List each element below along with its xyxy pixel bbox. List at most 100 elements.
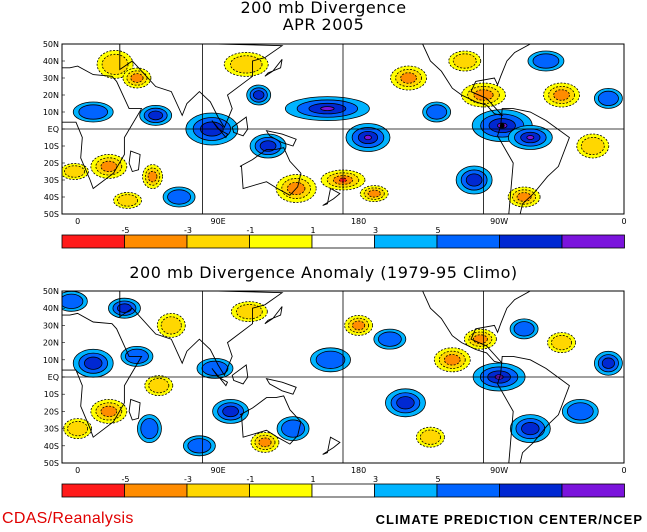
coastline <box>422 44 531 117</box>
divergence-cell-pos <box>259 140 277 152</box>
divergence-cell-pos <box>62 293 84 309</box>
divergence-cell-pos <box>320 106 335 111</box>
lat-tick-label: 40N <box>43 57 59 66</box>
lat-tick-label: 10N <box>43 356 59 365</box>
lat-tick-label: EQ <box>48 125 59 134</box>
footer-source-label: CDAS/Reanalysis <box>2 510 134 527</box>
colorbar-swatch <box>61 483 125 498</box>
colorbar-swatch <box>374 483 438 498</box>
lat-tick-label: 40S <box>44 442 59 451</box>
coastline <box>265 130 297 147</box>
colorbar-swatch <box>124 234 188 249</box>
divergence-cell-pos <box>148 110 164 121</box>
colorbar-swatch <box>124 483 188 498</box>
coastline <box>62 65 143 190</box>
divergence-cell-pos <box>201 360 229 376</box>
colorbar-swatch <box>499 483 563 498</box>
lon-tick-label: 90W <box>490 466 508 475</box>
coastline <box>62 312 143 438</box>
divergence-cell-neg <box>148 377 170 394</box>
coastline <box>322 187 341 206</box>
divergence-cell-neg <box>472 334 488 344</box>
colorbar-swatch <box>186 483 250 498</box>
lat-tick-label: 20S <box>44 407 59 416</box>
coastline <box>239 395 302 445</box>
colorbar-swatch <box>311 234 375 249</box>
lat-tick-label: 20N <box>43 339 59 348</box>
divergence-cell-neg <box>101 53 129 75</box>
divergence-cell-pos <box>513 321 535 337</box>
divergence-cell-neg <box>551 334 573 351</box>
colorbar-tick-label: -5 <box>122 226 130 235</box>
lon-tick-label: 180 <box>351 217 366 226</box>
lat-tick-label: 50N <box>43 40 59 49</box>
coastline <box>497 355 570 463</box>
divergence-cell-neg <box>235 304 263 320</box>
divergence-cell-pos <box>222 405 239 418</box>
divergence-cell-pos <box>117 303 132 314</box>
coastline <box>119 44 284 129</box>
map2-panel: 50N 40N 30N 20N 10N EQ 10S 20S 30S 40S 50S 0 90E 180 9… <box>43 287 627 475</box>
divergence-cell-pos <box>140 418 159 440</box>
coastline <box>497 108 570 214</box>
colorbar-swatch <box>249 234 313 249</box>
divergence-cell-pos <box>84 356 103 370</box>
colorbar-tick-label: -1 <box>247 475 255 484</box>
divergence-cell-neg <box>553 89 570 101</box>
divergence-cell-neg <box>258 437 272 448</box>
divergence-cell-pos <box>187 438 212 454</box>
divergence-cell-neg <box>580 136 605 156</box>
coastline <box>322 436 341 455</box>
coastline <box>231 364 249 385</box>
colorbar-swatch <box>436 483 500 498</box>
divergence-cell-pos <box>253 90 265 100</box>
divergence-cell-pos <box>465 173 483 187</box>
divergence-cell-neg <box>130 73 144 83</box>
lon-tick-label: 0 <box>621 466 626 475</box>
lon-tick-label: 0 <box>621 217 626 226</box>
coastline <box>211 120 229 139</box>
divergence-cell-pos <box>364 134 372 141</box>
lat-tick-label: 30S <box>44 425 59 434</box>
coastline <box>231 116 249 137</box>
lat-tick-label: 30S <box>44 176 59 185</box>
divergence-cell-neg <box>400 72 417 84</box>
divergence-cell-neg <box>419 429 441 445</box>
coastline <box>128 150 141 173</box>
divergence-cell-neg <box>160 316 182 335</box>
lat-tick-label: 30N <box>43 321 59 330</box>
divergence-cell-pos <box>396 396 415 410</box>
colorbar-swatch <box>311 483 375 498</box>
map1-title-line2: APR 2005 <box>282 15 365 34</box>
lon-tick-label: 180 <box>351 466 366 475</box>
lat-tick-label: 10S <box>44 390 59 399</box>
colorbar-tick-label: 3 <box>373 226 378 235</box>
divergence-cell-neg <box>117 194 139 207</box>
map2-title: 200 mb Divergence Anomaly (1979-95 Climo… <box>129 263 518 282</box>
map1-panel: 50N 40N 30N 20N 10N EQ 10S 20S 30S 40S 50S 0 90E 180 9… <box>43 40 627 226</box>
coastline <box>128 398 141 421</box>
colorbar-tick-label: -3 <box>184 475 192 484</box>
footer-credit-label: CLIMATE PREDICTION CENTER/NCEP <box>375 512 643 527</box>
lat-tick-label: 20N <box>43 91 59 100</box>
colorbar-swatch <box>249 483 313 498</box>
divergence-cell-neg <box>443 354 461 366</box>
lat-tick-label: 30N <box>43 74 59 83</box>
lat-tick-label: 40S <box>44 193 59 202</box>
colorbar-tick-label: 5 <box>435 475 440 484</box>
lon-tick-label: 0 <box>75 217 80 226</box>
colorbar-tick-label: 5 <box>435 226 440 235</box>
divergence-cell-neg <box>67 420 89 437</box>
divergence-cell-pos <box>566 402 594 421</box>
lon-tick-label: 90E <box>210 466 225 475</box>
colorbar-2: -5 -3 -1 1 3 5 <box>61 475 625 498</box>
divergence-cell-neg <box>229 55 263 74</box>
colorbar-tick-label: -3 <box>184 226 192 235</box>
colorbar-tick-label: 1 <box>310 226 315 235</box>
lon-tick-label: 90E <box>210 217 225 226</box>
divergence-cell-pos <box>426 104 448 120</box>
lat-tick-label: EQ <box>48 373 59 382</box>
colorbar-tick-label: -1 <box>247 226 255 235</box>
divergence-cell-neg <box>452 53 477 69</box>
